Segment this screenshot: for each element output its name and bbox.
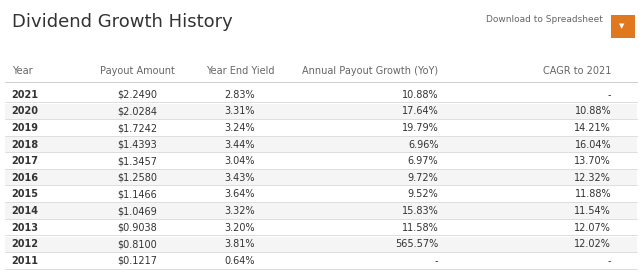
Text: -: - [608,256,611,266]
Text: $1.0469: $1.0469 [118,206,157,216]
Text: 3.81%: 3.81% [225,239,255,249]
Text: 2020: 2020 [12,107,38,116]
Text: Year End Yield: Year End Yield [205,66,275,76]
Text: $2.2490: $2.2490 [118,90,157,100]
Text: -: - [608,90,611,100]
Text: 2021: 2021 [12,90,38,100]
Bar [5,203,637,219]
Text: 2017: 2017 [12,156,38,166]
Text: Year: Year [12,66,32,76]
Bar [5,104,637,119]
Text: 11.88%: 11.88% [575,189,611,199]
Text: 12.02%: 12.02% [574,239,611,249]
Text: Dividend Growth History: Dividend Growth History [12,13,232,31]
Text: 14.21%: 14.21% [575,123,611,133]
Bar [5,253,637,268]
Text: $0.1217: $0.1217 [118,256,157,266]
Text: CAGR to 2021: CAGR to 2021 [543,66,611,76]
Bar [5,87,637,102]
Text: 6.97%: 6.97% [408,156,438,166]
Text: $1.7242: $1.7242 [118,123,157,133]
Text: 11.58%: 11.58% [402,223,438,233]
Text: 3.24%: 3.24% [225,123,255,133]
Text: 12.32%: 12.32% [574,173,611,183]
Text: 12.07%: 12.07% [574,223,611,233]
Text: 2018: 2018 [12,140,38,150]
Text: 2016: 2016 [12,173,38,183]
Text: 13.70%: 13.70% [575,156,611,166]
Text: 2013: 2013 [12,223,38,233]
Bar [5,237,637,252]
Bar [5,121,637,136]
Text: $1.2580: $1.2580 [118,173,157,183]
Text: 10.88%: 10.88% [575,107,611,116]
Text: $1.3457: $1.3457 [118,156,157,166]
Text: 3.64%: 3.64% [225,189,255,199]
Text: 9.52%: 9.52% [408,189,438,199]
Text: $0.8100: $0.8100 [118,239,157,249]
Text: 19.79%: 19.79% [402,123,438,133]
Text: Payout Amount: Payout Amount [100,66,175,76]
Text: ▼: ▼ [620,23,625,30]
Text: $1.4393: $1.4393 [118,140,157,150]
Text: 2011: 2011 [12,256,38,266]
Text: 17.64%: 17.64% [402,107,438,116]
Bar [5,220,637,235]
Text: 3.32%: 3.32% [225,206,255,216]
Text: $2.0284: $2.0284 [118,107,157,116]
Text: 2.83%: 2.83% [225,90,255,100]
Text: Annual Payout Growth (YoY): Annual Payout Growth (YoY) [302,66,438,76]
Text: 11.54%: 11.54% [575,206,611,216]
Bar [5,137,637,152]
Text: 2019: 2019 [12,123,38,133]
Text: 2015: 2015 [12,189,38,199]
Text: 2014: 2014 [12,206,38,216]
Text: 6.96%: 6.96% [408,140,438,150]
Text: 0.64%: 0.64% [225,256,255,266]
Text: 3.04%: 3.04% [225,156,255,166]
Text: 9.72%: 9.72% [408,173,438,183]
Text: 16.04%: 16.04% [575,140,611,150]
Text: $1.1466: $1.1466 [118,189,157,199]
Bar [5,170,637,186]
Text: $0.9038: $0.9038 [118,223,157,233]
Text: Download to Spreadsheet: Download to Spreadsheet [486,15,604,24]
Text: 2012: 2012 [12,239,38,249]
Text: 3.44%: 3.44% [225,140,255,150]
Text: 10.88%: 10.88% [402,90,438,100]
Bar [5,154,637,169]
Text: 15.83%: 15.83% [402,206,438,216]
Text: 3.31%: 3.31% [225,107,255,116]
Text: -: - [435,256,438,266]
Text: 3.20%: 3.20% [225,223,255,233]
Text: 3.43%: 3.43% [225,173,255,183]
Text: 565.57%: 565.57% [395,239,438,249]
FancyBboxPatch shape [611,15,635,38]
Bar [5,187,637,202]
